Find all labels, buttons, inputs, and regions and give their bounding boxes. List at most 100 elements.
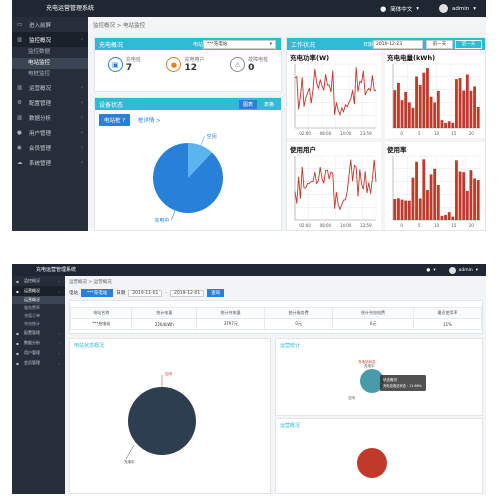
bar — [473, 86, 476, 128]
sidebar-item-3[interactable]: ▪ 数据分析 ‹ — [12, 338, 65, 348]
sidebar-item-1[interactable]: ▪ 运营概况 ‹ — [12, 286, 65, 296]
bar — [397, 198, 400, 220]
submenu-item-1[interactable]: 电站监控 — [12, 58, 88, 69]
bar — [433, 168, 437, 220]
tick-label: 08:00 — [320, 223, 332, 228]
submenu-item-3[interactable]: 充电统计 — [24, 321, 40, 326]
chart-icon: ▥ — [17, 114, 23, 121]
sidebar-item-label: 配置管理 — [29, 100, 52, 107]
bar — [393, 90, 397, 128]
sidebar-item-0[interactable]: ▭ 进入前屏 — [12, 17, 88, 32]
sidebar-item-4[interactable]: ▥ 数据分析 ‹ — [12, 110, 88, 125]
operations-overview-panel: 运营概况 — [275, 418, 483, 494]
breadcrumb: 运营概况 > 运营概况 — [69, 280, 112, 285]
pie-label: 充电中 — [124, 459, 135, 464]
date-label: 日期 — [362, 41, 373, 48]
tab-chart[interactable]: 图表 — [238, 100, 257, 109]
sidebar-item-3[interactable]: ⚙ 配置管理 ‹ — [12, 95, 88, 110]
pie-label: 充电中 — [154, 217, 169, 224]
station-select[interactable]: ***充电站 ▾ — [203, 40, 276, 49]
bar — [451, 216, 455, 220]
menu-icon: ▪ — [16, 350, 19, 356]
date-to-input[interactable]: 2019-12-01 — [170, 289, 205, 297]
chevron-left-icon: ‹ — [58, 350, 60, 356]
summary-table-panel: 电站名称 统计电量 统计充电量 统计服务费 统计充电电费 最近使用率 ***充电站 2264… — [69, 300, 483, 334]
sidebar-item-7[interactable]: ☁ 系统管理 ‹ — [12, 155, 88, 170]
tick-label: 02:00 — [299, 131, 311, 136]
globe-icon[interactable]: ● — [380, 4, 387, 13]
column-header: 最近使用率 — [413, 307, 482, 319]
chevron-down-icon[interactable]: ▾ — [473, 5, 476, 12]
operations-overview-pie-chart — [357, 448, 387, 478]
sidebar-item-0[interactable]: ▪ 监控概况 ‹ — [12, 276, 65, 286]
table-cell: 3797元 — [196, 318, 266, 330]
submenu-item-0[interactable]: 监控数据 — [28, 49, 51, 55]
submenu-item-0[interactable]: 运营概况 — [12, 296, 65, 304]
sidebar-item-label: 监控概况 — [24, 278, 40, 283]
date-input[interactable]: 2019-12-23 — [373, 40, 423, 49]
submenu-item-2[interactable]: 电桩监控 — [28, 71, 51, 77]
sidebar-item-6[interactable]: ◉ 会员管理 ‹ — [12, 140, 88, 155]
bar — [400, 199, 404, 220]
chevron-down-icon[interactable]: ▾ — [433, 267, 436, 273]
globe-icon[interactable]: ● — [426, 267, 431, 273]
chevron-down-icon: ▾ — [269, 42, 272, 47]
tab-table[interactable]: 表格 — [260, 100, 277, 109]
pie-slice[interactable] — [153, 143, 224, 213]
chevron-down-icon[interactable]: ▾ — [475, 267, 478, 273]
tick-label: 14:00 — [340, 223, 352, 228]
tick-label: 14:00 — [340, 131, 352, 136]
app-title: 充电运营管理系统 — [46, 5, 95, 12]
station-select[interactable]: ***充电站 — [81, 289, 114, 297]
chart-icon: ▥ — [17, 84, 23, 91]
language-selector[interactable]: 简体中文 — [390, 6, 413, 13]
table-cell: 2264kWh — [131, 318, 198, 330]
chevron-down-icon[interactable]: ▾ — [416, 5, 419, 12]
plug-icon: ▣ — [107, 57, 123, 72]
bar — [447, 212, 451, 220]
summary-table: 电站名称 统计电量 统计充电量 统计服务费 统计充电电费 最近使用率 ***充电站 2264… — [69, 307, 482, 330]
pie-slice[interactable] — [360, 369, 384, 393]
pie-label: 空闲 — [165, 371, 172, 376]
tick-label: 0 — [400, 223, 403, 228]
avatar[interactable] — [448, 266, 456, 274]
date-from-input[interactable]: 2019-11-01 — [128, 289, 163, 297]
sidebar-item-label: 用户管理 — [29, 130, 52, 137]
tick-label: 5 — [418, 131, 421, 136]
station-status-button[interactable]: 电站桩 ? — [99, 114, 131, 126]
pie-slice[interactable] — [128, 387, 196, 455]
sidebar-item-1[interactable]: ▥ 监控概况 ‹ — [12, 32, 88, 47]
user-icon: ● — [17, 129, 22, 136]
station-label: 电站 — [192, 41, 203, 48]
avatar[interactable] — [439, 4, 448, 13]
submenu-item-1[interactable]: 服务费率 — [24, 305, 40, 310]
sidebar-item-2[interactable]: ▪ 配置管理 ‹ — [12, 328, 65, 338]
active-users-line-chart: 02:00 08:00 14:00 23:59 — [294, 155, 377, 228]
chevron-left-icon: ‹ — [58, 288, 60, 294]
query-button[interactable]: 查询 — [207, 289, 225, 297]
charging-power-line-chart: 02:00 08:00 14:00 23:59 — [294, 63, 377, 136]
sidebar-item-5[interactable]: ● 用户管理 ‹ — [12, 125, 88, 140]
prev-day-button[interactable]: 前一天 — [426, 40, 453, 49]
user-menu[interactable]: admin — [458, 267, 473, 273]
user-menu[interactable]: admin — [452, 5, 470, 12]
bar — [400, 100, 404, 128]
section-title: 电站状态概况 — [74, 343, 105, 349]
pie-slice[interactable] — [188, 143, 212, 178]
bar — [393, 199, 397, 220]
sidebar-item-4[interactable]: ▪ 用户管理 ‹ — [12, 348, 65, 358]
sidebar-item-2[interactable]: ▥ 运营概况 ‹ — [12, 80, 88, 95]
submenu-item-2[interactable]: 充值订单 — [24, 313, 40, 318]
date-label: 日期 — [116, 291, 126, 296]
sidebar-item-5[interactable]: ▪ 会员管理 ‹ — [12, 358, 65, 368]
stat-label: 充电用户 — [184, 57, 205, 63]
sidebar-item-label: 运营概况 — [24, 288, 40, 293]
chevron-left-icon: ‹ — [80, 36, 83, 43]
station-detail-link[interactable]: 桩详情 > — [137, 118, 161, 124]
bar — [418, 85, 422, 128]
bar — [422, 159, 426, 220]
bar — [444, 214, 447, 220]
next-day-button[interactable]: 后一天 — [455, 40, 482, 49]
pie-slice[interactable] — [357, 448, 387, 478]
